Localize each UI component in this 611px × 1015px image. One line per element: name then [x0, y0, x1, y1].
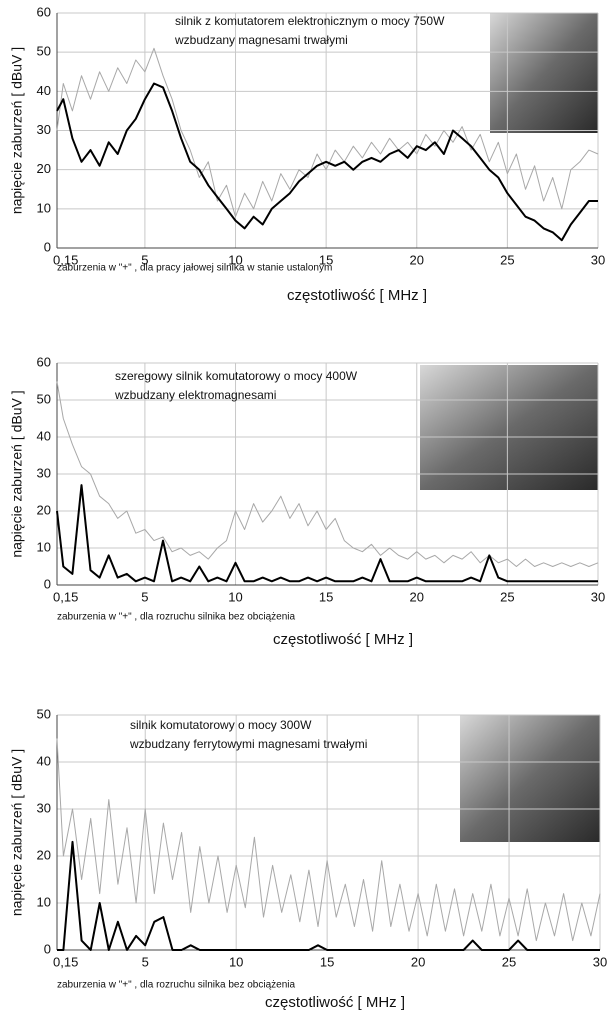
y-axis-label: napięcie zaburzeń [ dBuV ] [9, 749, 25, 916]
x-tick-label: 10 [228, 252, 242, 267]
x-tick-label: 0,15 [53, 252, 78, 267]
x-axis-label: częstotliwość [ MHz ] [273, 631, 413, 648]
series-line [56, 82, 598, 242]
x-tick-label: 30 [591, 589, 605, 604]
chart-annotation: wzbudzany ferrytowymi magnesami trwałymi [129, 737, 367, 751]
x-tick-label: 20 [410, 589, 424, 604]
x-tick-label: 10 [228, 589, 242, 604]
chart-note: zaburzenia w "+" , dla rozruchu silnika … [57, 612, 296, 623]
chart-note: zaburzenia w "+" , dla pracy jałowej sil… [57, 263, 332, 274]
series-line [56, 381, 599, 567]
y-tick-label: 50 [37, 706, 51, 721]
chart-annotation: wzbudzany elektromagnesami [114, 388, 276, 402]
y-axis-label: napięcie zaburzeń [ dBuV ] [9, 390, 25, 557]
y-tick-label: 10 [37, 200, 51, 215]
series-line [56, 47, 599, 218]
y-tick-label: 10 [37, 539, 51, 554]
y-tick-label: 50 [37, 391, 51, 406]
chart-annotation: szeregowy silnik komutatorowy o mocy 400… [115, 369, 358, 383]
chart-annotation: wzbudzany magnesami trwałymi [174, 33, 348, 47]
motor-photo [460, 715, 600, 842]
series-line [56, 484, 598, 583]
y-axis-label: napięcie zaburzeń [ dBuV ] [9, 47, 25, 214]
y-tick-label: 40 [37, 753, 51, 768]
y-tick-label: 30 [37, 465, 51, 480]
x-tick-label: 5 [141, 252, 148, 267]
y-tick-label: 20 [37, 161, 51, 176]
x-tick-label: 20 [410, 252, 424, 267]
y-tick-label: 60 [37, 354, 51, 369]
x-tick-label: 15 [319, 589, 333, 604]
x-axis-label: częstotliwość [ MHz ] [287, 287, 427, 304]
x-tick-label: 30 [593, 954, 607, 969]
x-tick-label: 0,15 [53, 589, 78, 604]
x-tick-label: 0,15 [53, 954, 78, 969]
x-tick-label: 30 [591, 252, 605, 267]
y-tick-label: 0 [44, 239, 51, 254]
motor-photo [420, 365, 598, 490]
y-tick-label: 30 [37, 122, 51, 137]
series-line [56, 738, 601, 942]
y-tick-label: 40 [37, 83, 51, 98]
x-tick-label: 5 [142, 954, 149, 969]
y-tick-label: 30 [37, 800, 51, 815]
y-tick-label: 0 [44, 941, 51, 956]
y-tick-label: 0 [44, 576, 51, 591]
series-line [57, 840, 600, 951]
chart-annotation: silnik komutatorowy o mocy 300W [130, 718, 312, 732]
x-tick-label: 20 [411, 954, 425, 969]
x-tick-label: 5 [141, 589, 148, 604]
x-tick-label: 10 [229, 954, 243, 969]
y-tick-label: 60 [37, 4, 51, 19]
y-tick-label: 40 [37, 428, 51, 443]
y-tick-label: 20 [37, 847, 51, 862]
x-tick-label: 25 [502, 954, 516, 969]
chart-note: zaburzenia w "+" , dla rozruchu silnika … [57, 980, 296, 991]
x-axis-label: częstotliwość [ MHz ] [265, 994, 405, 1011]
motor-photo [490, 13, 598, 133]
y-tick-label: 50 [37, 44, 51, 59]
chart-annotation: silnik z komutatorem elektronicznym o mo… [175, 14, 445, 28]
y-tick-label: 20 [37, 502, 51, 517]
x-tick-label: 15 [319, 252, 333, 267]
x-tick-label: 25 [500, 589, 514, 604]
x-tick-label: 15 [320, 954, 334, 969]
y-tick-label: 10 [37, 894, 51, 909]
x-tick-label: 25 [500, 252, 514, 267]
